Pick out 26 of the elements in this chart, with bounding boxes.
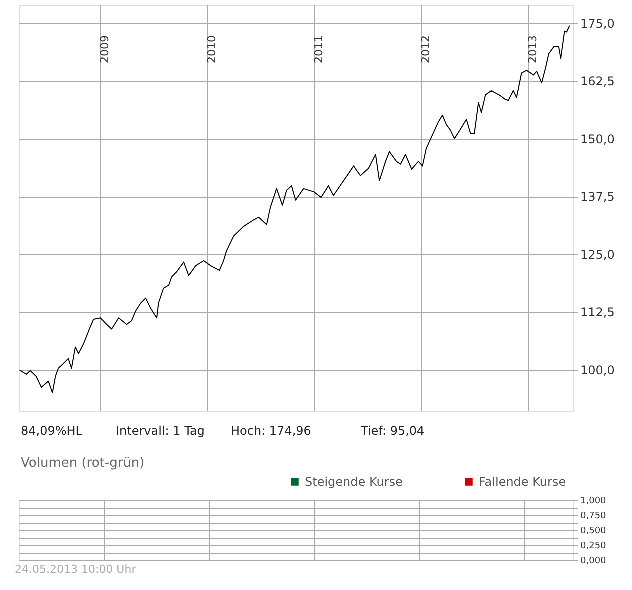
y-tick-label: 150,0 xyxy=(580,132,615,146)
text: Intervall: 1 Tag xyxy=(116,424,205,438)
chart-title: Volumen (rot-grün) xyxy=(21,456,145,471)
y-tick-label: 137,5 xyxy=(580,190,615,204)
y-tick-label: 100,0 xyxy=(580,363,615,378)
x-tick-label: 2012 xyxy=(419,36,432,64)
legend-label: Steigende Kurse xyxy=(305,475,403,489)
y-tick-label: 112,5 xyxy=(580,306,615,320)
legend-label: Fallende Kurse xyxy=(479,475,566,489)
text: 24.05.2013 10:00 Uhr xyxy=(15,563,137,576)
y-tick-label: 1,000 xyxy=(580,496,607,506)
y-tick-label: 0,250 xyxy=(580,542,607,552)
y-tick-label: 162,5 xyxy=(580,74,615,89)
x-tick-label: 2011 xyxy=(312,36,326,64)
y-tick-label: 175,0 xyxy=(580,16,615,31)
line-series xyxy=(19,25,570,394)
x-tick-label: 2009 xyxy=(98,36,112,64)
text: 84,09%HL xyxy=(21,424,83,438)
x-tick-label: 2013 xyxy=(526,36,540,64)
y-tick-label: 125,0 xyxy=(580,248,615,262)
y-tick-label: 0,750 xyxy=(580,512,607,522)
y-tick-label: 0,000 xyxy=(580,556,607,566)
y-tick-label: 0,500 xyxy=(580,526,607,536)
x-tick-label: 2010 xyxy=(206,36,219,64)
text: Tief: 95,04 xyxy=(360,424,425,438)
text: Hoch: 174,96 xyxy=(231,424,312,438)
